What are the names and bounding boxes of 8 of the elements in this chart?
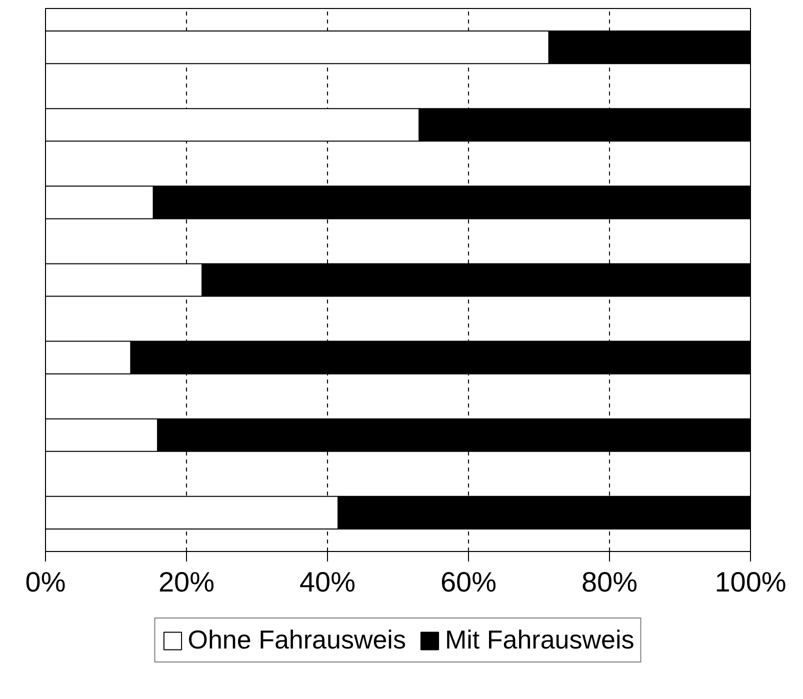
- legend-label: Ohne Fahrausweis: [188, 624, 406, 656]
- x-tick-label: 60%: [440, 566, 497, 598]
- x-tick-label: 0%: [25, 566, 66, 598]
- x-tick-label: 40%: [299, 566, 356, 598]
- x-tick-label: 100%: [714, 566, 786, 598]
- legend-label: Mit Fahrausweis: [444, 624, 634, 656]
- x-tick-label: 20%: [158, 566, 215, 598]
- x-tick-label: 80%: [581, 566, 638, 598]
